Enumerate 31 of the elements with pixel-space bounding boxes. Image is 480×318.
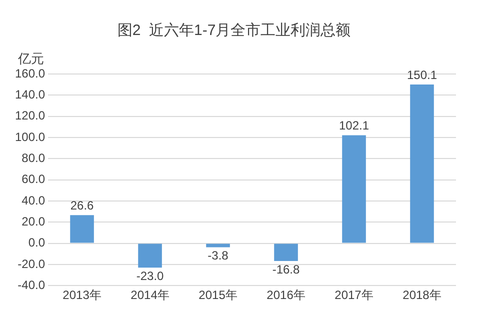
y-tick-label: 120.0 — [15, 108, 46, 123]
y-tick-label: 0.0 — [28, 236, 46, 250]
y-tick-label: 40.0 — [22, 193, 46, 208]
chart-title: 图2 近六年1-7月全市工业利润总额 — [117, 22, 351, 40]
bar — [274, 244, 298, 262]
y-tick-label: 80.0 — [22, 150, 46, 165]
y-axis-title: 亿元 — [17, 51, 44, 66]
x-tick-label: 2015年 — [198, 288, 238, 302]
bar — [410, 84, 434, 243]
bar — [70, 215, 94, 243]
y-tick-label: 100.0 — [15, 130, 46, 144]
bar — [342, 135, 366, 243]
data-label: 102.1 — [338, 118, 370, 133]
x-tick-label: 2016年 — [266, 288, 306, 302]
data-label: -23.0 — [136, 268, 164, 283]
y-tick-label: 140.0 — [15, 87, 46, 102]
y-tick-label: 20.0 — [22, 214, 46, 228]
x-tick-label: 2013年 — [62, 288, 102, 302]
bar — [138, 244, 162, 268]
bar — [206, 244, 230, 248]
data-label: 26.6 — [70, 198, 94, 212]
data-label: -16.8 — [272, 262, 300, 276]
y-tick-label: 160.0 — [15, 66, 46, 80]
x-tick-label: 2017年 — [334, 288, 374, 302]
y-tick-label: -40.0 — [18, 278, 46, 292]
y-tick-label: 60.0 — [22, 172, 46, 186]
x-tick-label: 2014年 — [130, 288, 170, 302]
y-tick-label: -20.0 — [18, 256, 46, 271]
x-tick-label: 2018年 — [402, 288, 442, 302]
data-label: 150.1 — [406, 68, 438, 82]
data-label: -3.8 — [208, 248, 229, 263]
